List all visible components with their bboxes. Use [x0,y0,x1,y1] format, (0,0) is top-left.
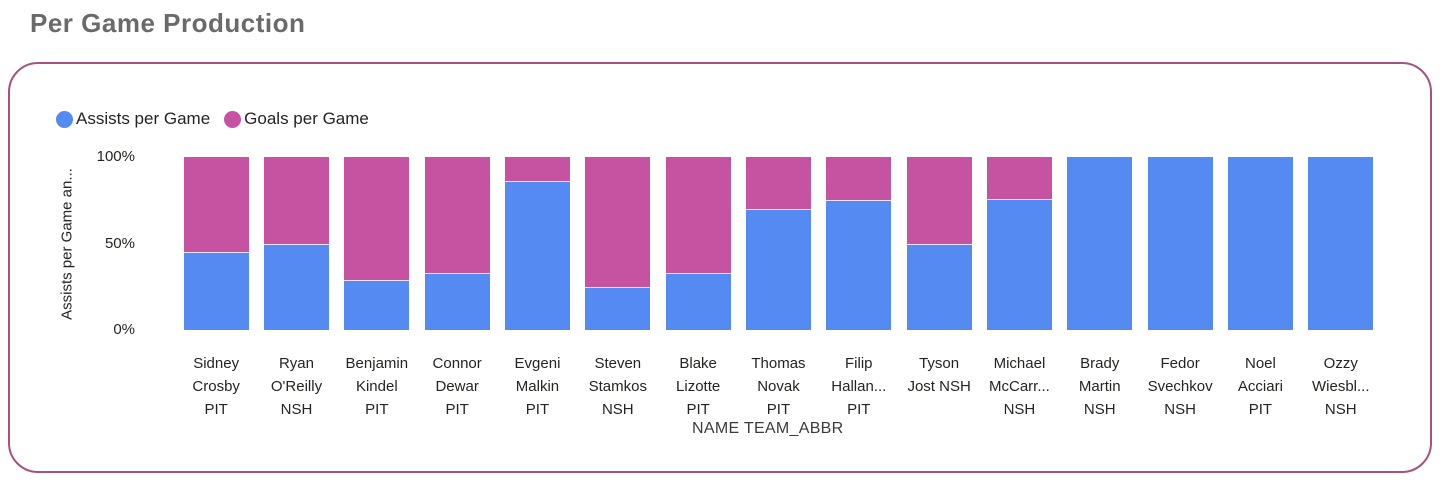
stacked-bar[interactable] [424,157,490,330]
assists-segment[interactable] [424,272,490,330]
bar-column: Filip Hallan... PIT [819,157,899,421]
y-axis-tick-label: 0% [113,321,135,338]
bar-column: Noel Acciari PIT [1220,157,1300,421]
assists-segment[interactable] [1308,157,1374,330]
bar-column: Brady Martin NSH [1060,157,1140,421]
goals-segment[interactable] [424,157,490,273]
stacked-bar[interactable] [665,157,731,330]
goals-segment[interactable] [344,157,410,280]
assists-segment[interactable] [1147,157,1213,330]
bar-column: Ryan O'Reilly NSH [256,157,336,421]
assists-segment[interactable] [585,286,651,330]
stacked-bar[interactable] [1308,157,1374,330]
assists-segment[interactable] [344,279,410,330]
category-label: Noel Acciari PIT [1237,355,1283,418]
stacked-bar[interactable] [906,157,972,330]
category-label: Evgeni Malkin PIT [514,355,561,418]
category-label: Steven Stamkos NSH [588,355,647,418]
stacked-bar[interactable] [263,157,329,330]
bar-column: Ozzy Wiesbl... NSH [1301,157,1381,421]
assists-segment[interactable] [263,243,329,330]
legend-item[interactable]: Goals per Game [224,109,369,129]
goals-segment[interactable] [183,157,249,253]
stacked-bar[interactable] [344,157,410,330]
chart-card: Assists per Game Goals per Game Assists p… [8,62,1432,473]
stacked-bar[interactable] [1067,157,1133,330]
category-label: Ozzy Wiesbl... NSH [1312,355,1370,418]
goals-segment[interactable] [263,157,329,244]
stacked-bar[interactable] [1147,157,1213,330]
assists-segment[interactable] [1227,157,1293,330]
category-label: Tyson Jost NSH [907,355,971,395]
bar-column: Fedor Svechkov NSH [1140,157,1220,421]
bar-column: Steven Stamkos NSH [578,157,658,421]
assists-segment[interactable] [826,200,892,330]
bar-column: Michael McCarr... NSH [979,157,1059,421]
goals-segment[interactable] [665,157,731,273]
goals-segment[interactable] [906,157,972,244]
legend-dot-icon [224,110,242,128]
goals-segment[interactable] [986,157,1052,199]
legend: Assists per Game Goals per Game [56,109,369,129]
category-label: Sidney Crosby PIT [192,355,240,418]
bar-column: Blake Lizotte PIT [658,157,738,421]
plot-area: Sidney Crosby PIT Ryan O'Reilly NSH Benjam… [176,157,1381,421]
category-label: Thomas Novak PIT [751,355,806,418]
bar-column: Sidney Crosby PIT [176,157,256,421]
bar-column: Tyson Jost NSH [899,157,979,421]
goals-segment[interactable] [504,157,570,182]
y-axis-tick-label: 100% [96,148,135,165]
legend-item[interactable]: Assists per Game [56,109,210,129]
category-label: Michael McCarr... NSH [989,355,1050,418]
stacked-bar[interactable] [986,157,1052,330]
assists-segment[interactable] [183,252,249,330]
assists-segment[interactable] [745,208,811,330]
category-label: Connor Dewar PIT [432,355,482,418]
category-label: Blake Lizotte PIT [676,355,721,418]
bar-column: Thomas Novak PIT [738,157,818,421]
stacked-bar[interactable] [826,157,892,330]
stacked-bar[interactable] [745,157,811,330]
stacked-bar[interactable] [585,157,651,330]
assists-segment[interactable] [906,243,972,330]
goals-segment[interactable] [745,157,811,209]
goals-segment[interactable] [585,157,651,287]
bar-column: Connor Dewar PIT [417,157,497,421]
category-label: Brady Martin NSH [1078,355,1121,418]
assists-segment[interactable] [1067,157,1133,330]
x-axis-title: NAME TEAM_ABBR [692,420,844,437]
legend-item-label: Goals per Game [244,109,369,128]
stacked-bar[interactable] [504,157,570,330]
stacked-bar[interactable] [183,157,249,330]
y-axis-tick-label: 50% [104,234,135,252]
legend-dot-icon [56,110,73,128]
assists-segment[interactable] [665,272,731,330]
goals-segment[interactable] [826,157,892,201]
category-label: Filip Hallan... PIT [831,355,887,418]
stacked-bar[interactable] [1227,157,1293,330]
page-title: Per Game Production [30,8,306,38]
assists-segment[interactable] [504,181,570,330]
bar-column: Benjamin Kindel PIT [337,157,417,421]
category-label: Ryan O'Reilly NSH [270,355,323,418]
bar-column: Evgeni Malkin PIT [497,157,577,421]
legend-item-label: Assists per Game [76,109,211,128]
category-label: Benjamin Kindel PIT [345,355,409,418]
assists-segment[interactable] [986,198,1052,330]
category-label: Fedor Svechkov NSH [1147,355,1213,418]
